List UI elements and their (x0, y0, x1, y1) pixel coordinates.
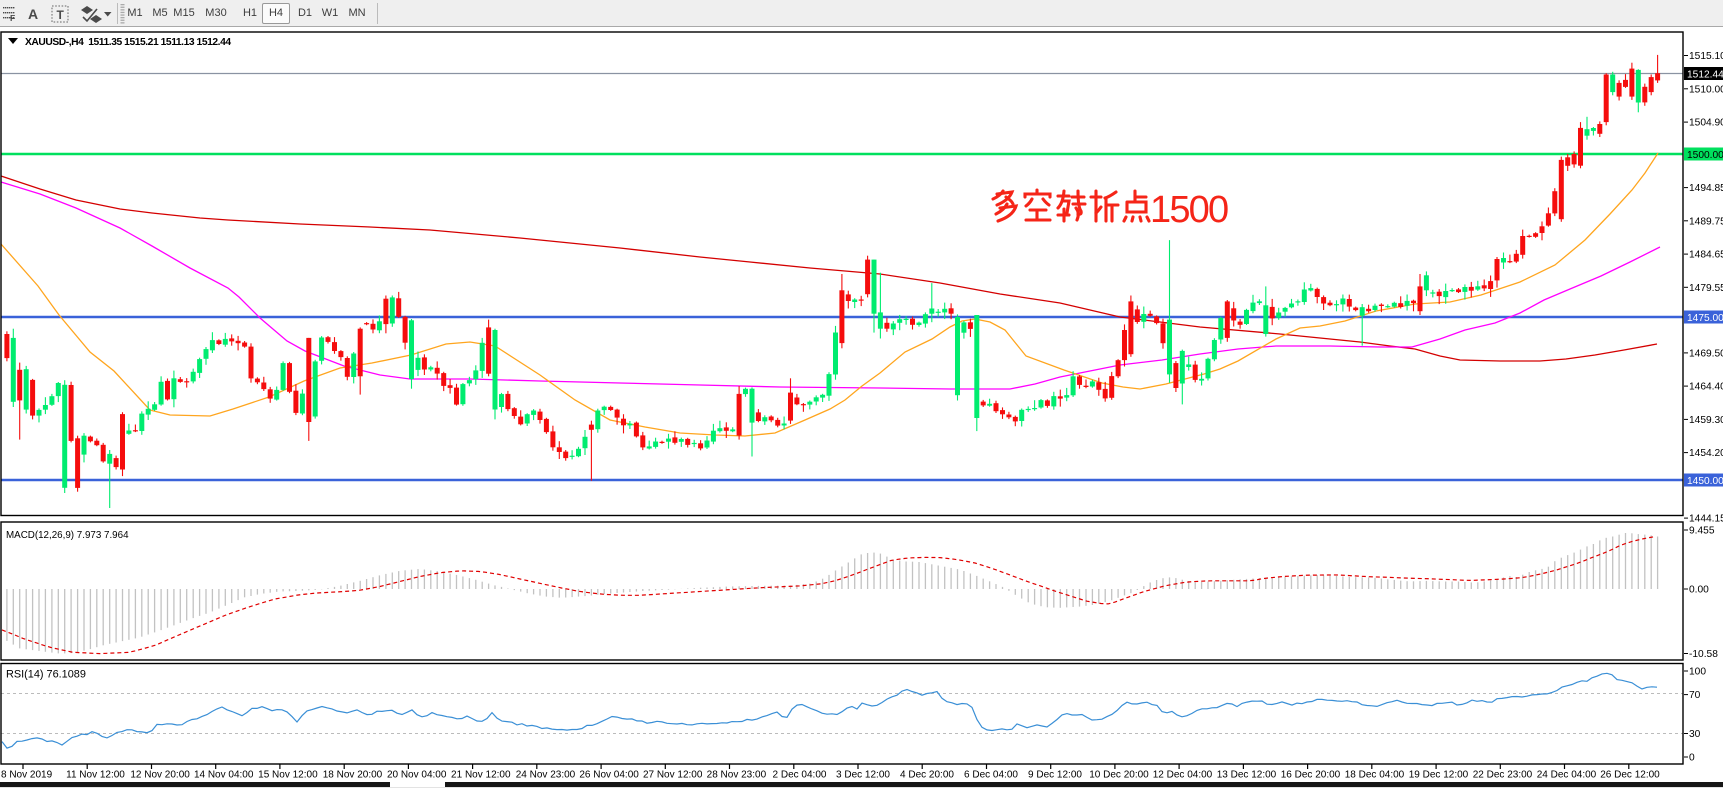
svg-text:1484.65: 1484.65 (1689, 250, 1723, 261)
svg-text:30: 30 (1689, 729, 1701, 740)
svg-text:1454.20: 1454.20 (1689, 448, 1723, 459)
svg-text:A: A (28, 6, 38, 22)
svg-text:1510.00: 1510.00 (1689, 84, 1723, 95)
svg-text:2 Dec 04:00: 2 Dec 04:00 (773, 770, 827, 781)
svg-text:9 Dec 12:00: 9 Dec 12:00 (1028, 770, 1082, 781)
svg-text:26 Nov 04:00: 26 Nov 04:00 (579, 770, 639, 781)
svg-text:9.455: 9.455 (1689, 526, 1715, 537)
svg-text:-10.58: -10.58 (1689, 649, 1718, 660)
svg-text:1444.15: 1444.15 (1689, 514, 1723, 525)
svg-text:21 Nov 12:00: 21 Nov 12:00 (451, 770, 511, 781)
svg-text:24 Nov 23:00: 24 Nov 23:00 (516, 770, 576, 781)
svg-text:XAUUSD-,H4 1511.35 1515.21 15: XAUUSD-,H4 1511.35 1515.21 1511.13 1512.… (25, 37, 231, 48)
svg-text:3 Dec 12:00: 3 Dec 12:00 (836, 770, 890, 781)
svg-text:0.00: 0.00 (1689, 585, 1709, 596)
svg-text:1459.30: 1459.30 (1689, 415, 1723, 426)
svg-text:20 Nov 04:00: 20 Nov 04:00 (387, 770, 447, 781)
svg-text:10 Dec 20:00: 10 Dec 20:00 (1089, 770, 1149, 781)
svg-text:MACD(12,26,9) 7.973 7.964: MACD(12,26,9) 7.973 7.964 (6, 530, 129, 541)
svg-text:T: T (57, 8, 65, 22)
svg-text:1500.00: 1500.00 (1687, 150, 1723, 161)
svg-text:19 Dec 12:00: 19 Dec 12:00 (1409, 770, 1469, 781)
svg-text:1494.85: 1494.85 (1689, 183, 1723, 194)
svg-text:1515.10: 1515.10 (1689, 51, 1723, 62)
svg-text:1464.40: 1464.40 (1689, 382, 1723, 393)
svg-text:24 Dec 04:00: 24 Dec 04:00 (1537, 770, 1597, 781)
svg-text:1475.00: 1475.00 (1687, 313, 1723, 324)
svg-text:26 Dec 12:00: 26 Dec 12:00 (1600, 770, 1660, 781)
svg-text:1500: 1500 (1150, 189, 1228, 231)
svg-text:22 Dec 23:00: 22 Dec 23:00 (1473, 770, 1533, 781)
svg-text:1450.00: 1450.00 (1687, 476, 1723, 487)
svg-text:11 Nov 12:00: 11 Nov 12:00 (66, 770, 125, 781)
svg-text:14 Nov 04:00: 14 Nov 04:00 (194, 770, 254, 781)
svg-text:100: 100 (1689, 667, 1706, 678)
svg-text:18 Nov 20:00: 18 Nov 20:00 (323, 770, 383, 781)
svg-text:4 Dec 20:00: 4 Dec 20:00 (900, 770, 954, 781)
svg-text:16 Dec 20:00: 16 Dec 20:00 (1281, 770, 1341, 781)
svg-text:12 Dec 04:00: 12 Dec 04:00 (1153, 770, 1213, 781)
svg-text:1504.90: 1504.90 (1689, 118, 1723, 129)
svg-text:F: F (10, 13, 15, 23)
svg-text:13 Dec 12:00: 13 Dec 12:00 (1217, 770, 1277, 781)
svg-text:0: 0 (1689, 753, 1695, 764)
svg-text:1512.44: 1512.44 (1687, 69, 1723, 80)
svg-text:28 Nov 23:00: 28 Nov 23:00 (707, 770, 767, 781)
svg-text:12 Nov 20:00: 12 Nov 20:00 (130, 770, 190, 781)
svg-text:27 Nov 12:00: 27 Nov 12:00 (643, 770, 703, 781)
svg-text:15 Nov 12:00: 15 Nov 12:00 (258, 770, 318, 781)
svg-text:18 Dec 04:00: 18 Dec 04:00 (1345, 770, 1405, 781)
svg-text:RSI(14) 76.1089: RSI(14) 76.1089 (6, 669, 86, 681)
svg-text:6 Dec 04:00: 6 Dec 04:00 (964, 770, 1018, 781)
svg-text:1479.55: 1479.55 (1689, 283, 1723, 294)
svg-text:1489.75: 1489.75 (1689, 216, 1723, 227)
svg-text:70: 70 (1689, 690, 1701, 701)
svg-text:8 Nov 2019: 8 Nov 2019 (1, 770, 53, 781)
svg-text:1469.50: 1469.50 (1689, 349, 1723, 360)
